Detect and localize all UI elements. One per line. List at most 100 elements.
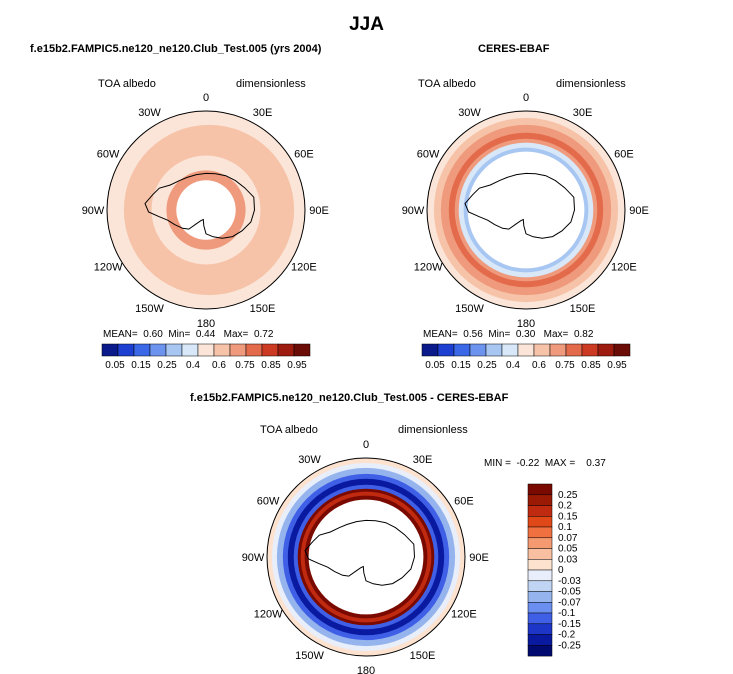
longitude-label: 30E xyxy=(573,107,593,119)
colorbar-swatch xyxy=(213,343,231,357)
missing-data-region xyxy=(308,499,424,615)
longitude-label: 90E xyxy=(629,205,649,217)
colorbar-swatch xyxy=(527,516,553,528)
colorbar-swatch xyxy=(261,343,279,357)
longitude-label: 120E xyxy=(611,262,637,274)
polar-map-3: 0 30E 60E 90E 120E 150E 180 150W 120W 90W 60W 30W xyxy=(242,439,489,674)
panel-1-units: dimensionless xyxy=(236,78,306,90)
longitude-label: 30W xyxy=(458,107,481,119)
panel-2-variable: TOA albedo xyxy=(418,78,476,90)
panel-1-stats: MEAN= 0.60 Min= 0.44 Max= 0.72 xyxy=(103,329,274,340)
map-boundary xyxy=(266,457,466,657)
missing-data-region xyxy=(176,180,236,240)
longitude-label: 150E xyxy=(250,303,276,315)
colorbar-tick-label: -0.03 xyxy=(558,576,581,587)
colorbar-tick-label: 0.95 xyxy=(287,360,307,371)
colorbar-tick-label: 0.75 xyxy=(235,360,255,371)
longitude-label: 90W xyxy=(242,552,265,564)
colorbar-tick-label: 0.25 xyxy=(477,360,497,371)
longitude-label: 180 xyxy=(357,665,375,674)
colorbar-tick-label: 0.6 xyxy=(532,360,546,371)
longitude-label: 180 xyxy=(517,318,535,330)
colorbar-tick-label: 0.07 xyxy=(558,533,578,544)
longitude-label: 0 xyxy=(363,439,369,451)
longitude-label: 150W xyxy=(135,303,164,315)
colorbar-swatch xyxy=(527,559,553,571)
longitude-label: 0 xyxy=(523,92,529,104)
longitude-label: 120E xyxy=(291,262,317,274)
colorbar-swatch xyxy=(453,343,471,357)
colorbar-swatch xyxy=(293,343,311,357)
colorbar-swatch xyxy=(527,505,553,517)
colorbar-swatch xyxy=(421,343,439,357)
colorbar-swatch xyxy=(527,569,553,582)
colorbar-swatch xyxy=(469,343,487,357)
colorbar-tick-label: 0.05 xyxy=(105,360,125,371)
main-title: JJA xyxy=(349,14,384,35)
panel-2-units: dimensionless xyxy=(556,78,626,90)
longitude-label: 30W xyxy=(138,107,161,119)
colorbar-swatch xyxy=(597,343,615,357)
longitude-label: 90E xyxy=(309,205,329,217)
colorbar-swatch xyxy=(517,343,535,357)
map-boundary xyxy=(426,110,626,310)
longitude-label: 30W xyxy=(298,454,321,466)
panel-1-title: f.e15b2.FAMPIC5.ne120_ne120.Club_Test.00… xyxy=(30,43,322,55)
longitude-label: 60W xyxy=(97,149,120,161)
longitude-label: 180 xyxy=(197,318,215,330)
panel-3-stats: MIN = -0.22 MAX = 0.37 xyxy=(484,458,606,469)
polar-map-2: 0 30E 60E 90E 120E 150E 180 150W 120W 90W 60W 30W xyxy=(402,92,649,330)
coastline xyxy=(464,172,576,239)
colorbar-tick-label: 0.15 xyxy=(558,511,578,522)
longitude-label: 120W xyxy=(414,262,443,274)
longitude-label: 30E xyxy=(413,454,433,466)
colorbar-tick-label: 0.4 xyxy=(506,360,520,371)
longitude-label: 30E xyxy=(253,107,273,119)
colorbar-swatch xyxy=(549,343,567,357)
panel-2-title: CERES-EBAF xyxy=(478,43,550,55)
colorbar-swatch xyxy=(565,343,583,357)
colorbar-swatch xyxy=(527,537,553,549)
longitude-label: 150E xyxy=(410,650,436,662)
colorbar-tick-label: -0.2 xyxy=(558,630,576,641)
colorbar-swatch xyxy=(527,580,553,592)
longitude-label: 150E xyxy=(570,303,596,315)
missing-data-region xyxy=(467,151,585,269)
panel-3-title: f.e15b2.FAMPIC5.ne120_ne120.Club_Test.00… xyxy=(190,392,509,404)
colorbar-swatch xyxy=(527,623,553,635)
colorbar-tick-label: 0.05 xyxy=(558,544,578,555)
longitude-label: 60E xyxy=(614,149,634,161)
colorbar-swatch xyxy=(485,343,503,357)
panel-3-variable: TOA albedo xyxy=(260,424,318,436)
colorbar-swatch xyxy=(181,343,199,357)
colorbar-swatch xyxy=(229,343,247,357)
panel-3-units: dimensionless xyxy=(398,424,468,436)
longitude-label: 150W xyxy=(295,650,324,662)
longitude-label: 90W xyxy=(402,205,425,217)
colorbar-swatch xyxy=(527,612,553,625)
colorbar-swatch xyxy=(527,591,553,603)
colorbar-swatch xyxy=(245,343,263,357)
longitude-label: 120W xyxy=(254,609,283,621)
colorbar-tick-label: 0.2 xyxy=(558,501,572,512)
colorbar-tick-label: 0 xyxy=(558,565,564,576)
colorbar-tick-label: 0.95 xyxy=(607,360,627,371)
colorbar-swatch xyxy=(165,343,183,357)
colorbar-swatch xyxy=(527,602,553,614)
colorbar-tick-label: 0.25 xyxy=(157,360,177,371)
colorbar-2: 0.05 0.15 0.25 0.4 0.6 0.75 0.85 0.95 xyxy=(421,343,631,371)
colorbar-1: 0.05 0.15 0.25 0.4 0.6 0.75 0.85 0.95 xyxy=(101,343,311,371)
colorbar-tick-label: 0.6 xyxy=(212,360,226,371)
colorbar-tick-label: 0.1 xyxy=(558,522,572,533)
colorbar-tick-label: 0.05 xyxy=(425,360,445,371)
panel-1-variable: TOA albedo xyxy=(98,78,156,90)
colorbar-swatch xyxy=(613,343,631,357)
longitude-label: 0 xyxy=(203,92,209,104)
longitude-label: 60E xyxy=(454,496,474,508)
map-boundary xyxy=(106,110,306,310)
colorbar-swatch xyxy=(527,494,553,506)
colorbar-swatch xyxy=(527,645,553,657)
colorbar-swatch xyxy=(117,343,135,357)
colorbar-swatch xyxy=(133,343,151,357)
